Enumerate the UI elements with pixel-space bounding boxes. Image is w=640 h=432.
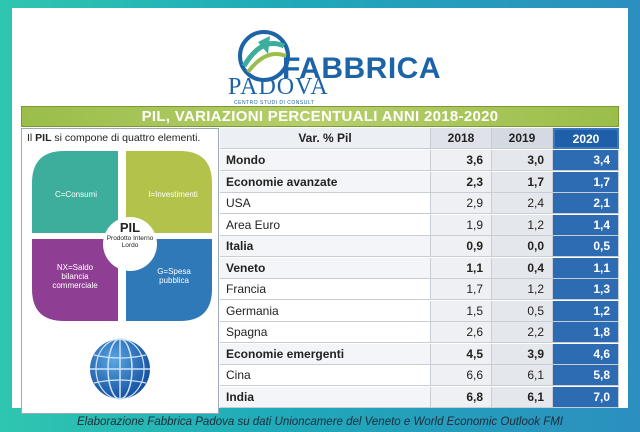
value-cell-2020: 1,3 <box>553 279 619 300</box>
pil-intro-text: Il PIL si compone di quattro elementi. <box>27 132 200 144</box>
logo-fabbrica-text: FABBRICA <box>282 52 441 85</box>
table-row: Veneto 1,1 0,4 1,1 <box>220 257 619 279</box>
value-cell-2018: 0,9 <box>431 236 492 257</box>
value-cell-2018: 1,7 <box>431 279 492 300</box>
row-label: Italia <box>220 236 431 257</box>
value-cell-2018: 2,3 <box>431 171 492 193</box>
quadrant-label-investimenti: I=Investimenti <box>148 190 198 199</box>
logo-emblem-icon <box>238 30 290 82</box>
logo-padova-text: PADOVA <box>228 74 329 100</box>
value-cell-2018: 6,8 <box>431 386 492 408</box>
value-cell-2018: 2,6 <box>431 322 492 343</box>
pil-center-desc: Prodotto Interno Lordo <box>106 235 154 249</box>
value-cell-2019: 1,7 <box>492 171 553 193</box>
value-cell-2020: 1,1 <box>553 257 619 279</box>
value-cell-2020: 0,5 <box>553 236 619 257</box>
table-row: India 6,8 6,1 7,0 <box>220 386 619 408</box>
row-label: Germania <box>220 300 431 322</box>
quadrant-label-spesa: G=Spesa pubblica <box>157 267 191 285</box>
value-cell-2019: 0,4 <box>492 257 553 279</box>
value-cell-2020: 7,0 <box>553 386 619 408</box>
value-cell-2019: 2,4 <box>492 193 553 214</box>
table-header-row: Var. % Pil 2018 2019 2020 <box>220 128 619 149</box>
value-cell-2020: 1,7 <box>553 171 619 193</box>
intro-suffix: si compone di quattro elementi. <box>51 132 201 144</box>
row-label: Cina <box>220 365 431 386</box>
logo-subtitle: CENTRO STUDI DI CONSULT <box>234 100 315 106</box>
value-cell-2019: 3,0 <box>492 150 553 171</box>
source-footer: Elaborazione Fabbrica Padova su dati Uni… <box>0 412 640 432</box>
value-cell-2020: 4,6 <box>553 343 619 365</box>
table-row: Francia 1,7 1,2 1,3 <box>220 279 619 300</box>
row-label: India <box>220 386 431 408</box>
table-row: Germania 1,5 0,5 1,2 <box>220 300 619 322</box>
header-var-pil: Var. % Pil <box>220 128 431 149</box>
row-label: Economie emergenti <box>220 343 431 365</box>
value-cell-2018: 3,6 <box>431 150 492 171</box>
value-cell-2018: 1,5 <box>431 300 492 322</box>
quadrant-label-consumi: C=Consumi <box>54 190 97 199</box>
row-label: Economie avanzate <box>220 171 431 193</box>
table-row: Mondo 3,6 3,0 3,4 <box>220 150 619 171</box>
quadrant-label-saldo: NX=Saldo bilancia commerciale <box>52 263 98 290</box>
value-cell-2020: 3,4 <box>553 150 619 171</box>
value-cell-2018: 4,5 <box>431 343 492 365</box>
globe-icon <box>90 338 150 400</box>
row-label: Spagna <box>220 322 431 343</box>
value-cell-2018: 1,9 <box>431 214 492 236</box>
header-2018: 2018 <box>431 128 492 149</box>
value-cell-2019: 2,2 <box>492 322 553 343</box>
row-label: Area Euro <box>220 214 431 236</box>
quadrant-saldo <box>32 239 118 321</box>
table-row: USA 2,9 2,4 2,1 <box>220 193 619 214</box>
row-label: Veneto <box>220 257 431 279</box>
pil-center-circle: PIL Prodotto Interno Lordo <box>103 217 157 271</box>
value-cell-2020: 1,8 <box>553 322 619 343</box>
value-cell-2020: 1,4 <box>553 214 619 236</box>
value-cell-2019: 6,1 <box>492 365 553 386</box>
value-cell-2019: 0,5 <box>492 300 553 322</box>
value-cell-2019: 3,9 <box>492 343 553 365</box>
value-cell-2018: 1,1 <box>431 257 492 279</box>
page-title: PIL, VARIAZIONI PERCENTUALI ANNI 2018-20… <box>141 108 499 125</box>
value-cell-2019: 0,0 <box>492 236 553 257</box>
value-cell-2019: 6,1 <box>492 386 553 408</box>
table-row: Economie avanzate 2,3 1,7 1,7 <box>220 171 619 193</box>
intro-prefix: Il <box>27 132 36 144</box>
table-row: Italia 0,9 0,0 0,5 <box>220 236 619 257</box>
header-2019: 2019 <box>492 128 553 149</box>
table-row: Spagna 2,6 2,2 1,8 <box>220 322 619 343</box>
header-2020: 2020 <box>553 128 619 149</box>
value-cell-2019: 1,2 <box>492 279 553 300</box>
value-cell-2020: 2,1 <box>553 193 619 214</box>
pil-center-title: PIL <box>119 220 141 235</box>
pil-quadrant-diagram <box>32 151 212 321</box>
pil-components-panel: Il PIL si compone di quattro elementi. C… <box>21 128 219 414</box>
fabbrica-padova-logo: PADOVA CENTRO STUDI DI CONSULT FABBRICA <box>210 26 441 110</box>
value-cell-2019: 1,2 <box>492 214 553 236</box>
intro-bold: PIL <box>35 132 52 144</box>
quadrant-consumi <box>32 151 118 233</box>
table-row: Economie emergenti 4,5 3,9 4,6 <box>220 343 619 365</box>
value-cell-2018: 2,9 <box>431 193 492 214</box>
title-bar: PIL, VARIAZIONI PERCENTUALI ANNI 2018-20… <box>21 106 619 127</box>
table-row: Area Euro 1,9 1,2 1,4 <box>220 214 619 236</box>
table-row: Cina 6,6 6,1 5,8 <box>220 365 619 386</box>
row-label: Mondo <box>220 150 431 171</box>
value-cell-2020: 5,8 <box>553 365 619 386</box>
quadrant-investimenti <box>126 151 212 233</box>
row-label: Francia <box>220 279 431 300</box>
value-cell-2020: 1,2 <box>553 300 619 322</box>
value-cell-2018: 6,6 <box>431 365 492 386</box>
source-note: Elaborazione Fabbrica Padova su dati Uni… <box>76 416 563 428</box>
row-label: USA <box>220 193 431 214</box>
